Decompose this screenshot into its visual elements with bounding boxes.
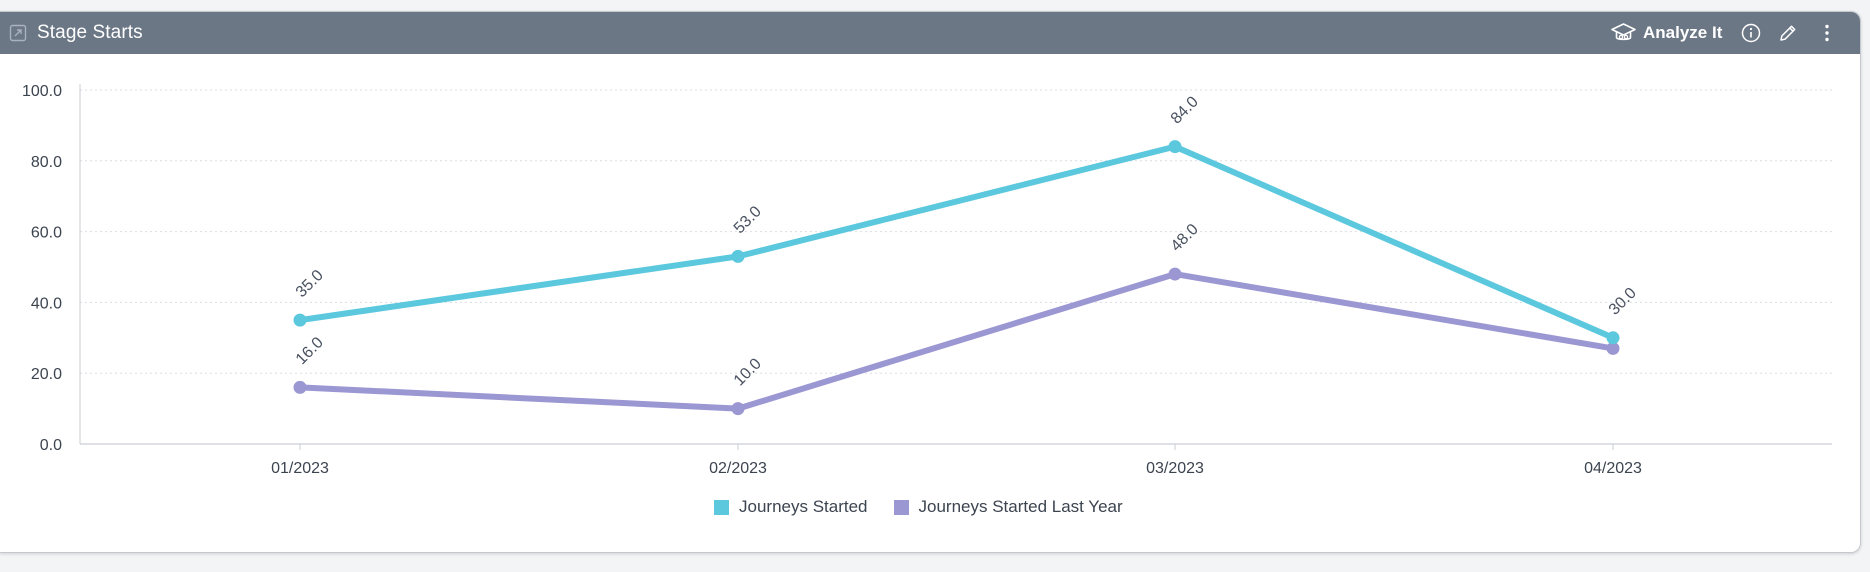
data-point[interactable] <box>293 313 307 327</box>
data-label: 10.0 <box>731 355 765 389</box>
x-tick-label: 02/2023 <box>709 460 767 477</box>
edit-button[interactable] <box>1776 21 1800 45</box>
data-point[interactable] <box>1606 341 1620 355</box>
legend-item[interactable]: Journeys Started <box>714 497 868 517</box>
chart-widget: Stage Starts Analyze It <box>0 11 1861 553</box>
data-point[interactable] <box>1168 140 1182 154</box>
chart-legend: Journeys Started Journeys Started Last Ye… <box>714 497 1123 517</box>
data-label: 35.0 <box>293 267 327 301</box>
more-menu-button[interactable] <box>1815 21 1839 45</box>
y-tick-label: 100.0 <box>22 83 62 100</box>
analyze-it-label: Analyze It <box>1643 23 1723 42</box>
line-chart: 0.0 20.0 40.0 60.0 80.0 100.0 01/2023 02/2023 03… <box>22 83 1832 477</box>
y-tick-label: 80.0 <box>31 154 62 171</box>
data-point[interactable] <box>1606 331 1620 345</box>
legend-label: Journeys Started <box>739 497 868 516</box>
data-point[interactable] <box>1168 267 1182 281</box>
y-tick-label: 40.0 <box>31 295 62 312</box>
data-label: 48.0 <box>1168 221 1202 255</box>
data-point[interactable] <box>731 249 745 263</box>
legend-item[interactable]: Journeys Started Last Year <box>893 497 1123 517</box>
legend-swatch <box>714 499 729 515</box>
data-point[interactable] <box>293 380 307 394</box>
legend-label: Journeys Started Last Year <box>918 497 1123 516</box>
y-tick-label: 20.0 <box>31 366 62 383</box>
graduation-cap-icon <box>1611 23 1636 41</box>
more-vertical-icon <box>1825 24 1829 42</box>
y-tick-label: 0.0 <box>40 437 62 454</box>
x-tick-label: 01/2023 <box>271 460 329 477</box>
x-tick-label: 04/2023 <box>1584 460 1642 477</box>
data-label: 84.0 <box>1168 93 1202 127</box>
widget-title: Stage Starts <box>37 22 143 43</box>
analyze-it-button[interactable]: Analyze It <box>1610 18 1722 48</box>
info-button[interactable] <box>1739 21 1763 45</box>
data-point[interactable] <box>731 402 745 416</box>
x-tick-label: 03/2023 <box>1146 460 1204 477</box>
expand-icon[interactable] <box>9 24 27 42</box>
info-icon <box>1741 23 1761 43</box>
series-line-journeys-started-last-year[interactable] <box>297 271 1616 412</box>
legend-swatch <box>893 499 909 515</box>
series-line-journeys-started[interactable] <box>297 143 1616 341</box>
pencil-icon <box>1780 25 1796 41</box>
data-label: 16.0 <box>293 334 327 368</box>
y-tick-label: 60.0 <box>31 225 62 242</box>
widget-header: Stage Starts Analyze It <box>0 12 1860 54</box>
data-label: 30.0 <box>1606 285 1640 319</box>
